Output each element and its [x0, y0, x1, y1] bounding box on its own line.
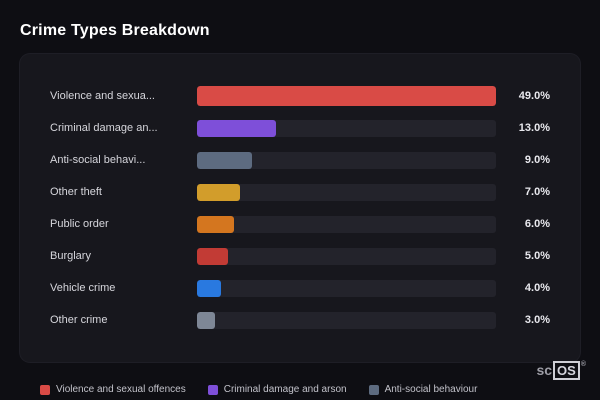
logo-text-suffix: OS: [553, 361, 580, 380]
bar-value: 6.0%: [524, 218, 550, 230]
bar-row: Violence and sexua... 49.0%: [50, 80, 550, 112]
bar-value: 7.0%: [524, 186, 550, 198]
bar-value: 5.0%: [524, 250, 550, 262]
bar-label: Other crime: [50, 314, 108, 326]
bar-label: Anti-social behavi...: [50, 154, 146, 166]
bar-fill[interactable]: [197, 279, 222, 297]
bar-track: [197, 183, 496, 201]
bar-track: [197, 119, 496, 137]
legend-label: Anti-social behaviour: [384, 384, 478, 395]
bar-row: Vehicle crime 4.0%: [50, 272, 550, 304]
bar-track: [197, 86, 496, 106]
bar-fill[interactable]: [197, 119, 277, 137]
bar-track: [197, 215, 496, 233]
bar-value: 4.0%: [524, 282, 550, 294]
bar-label: Vehicle crime: [50, 282, 116, 294]
bar-label: Other theft: [50, 186, 102, 198]
bar-label: Criminal damage an...: [50, 122, 158, 134]
bar-row: Anti-social behavi... 9.0%: [50, 144, 550, 176]
bar-label: Burglary: [50, 250, 91, 262]
chart-card: Violence and sexua... 49.0% Criminal dam…: [20, 54, 580, 362]
bar-fill[interactable]: [197, 215, 234, 233]
bar-value: 49.0%: [518, 90, 550, 102]
bar-label: Public order: [50, 218, 109, 230]
bar-row: Other theft 7.0%: [50, 176, 550, 208]
legend-label: Criminal damage and arson: [223, 384, 347, 395]
bar-track: [197, 151, 496, 169]
legend-swatch-icon: [368, 384, 379, 395]
bar-value: 13.0%: [518, 122, 550, 134]
bar-track: [197, 279, 496, 297]
page-title: Crime Types Breakdown: [20, 22, 210, 39]
bar-track: [197, 311, 496, 329]
legend-item[interactable]: Criminal damage and arson: [207, 384, 347, 395]
bar-fill[interactable]: [197, 151, 252, 169]
legend-item[interactable]: Violence and sexual offences: [40, 384, 186, 395]
logo-text-prefix: sc: [536, 362, 553, 378]
bar-fill[interactable]: [197, 311, 216, 329]
bar-track: [197, 247, 496, 265]
bar-row: Other crime 3.0%: [50, 304, 550, 336]
legend-swatch-icon: [40, 384, 50, 395]
bar-fill[interactable]: [197, 247, 228, 265]
legend-swatch-icon: [207, 384, 218, 395]
bar-value: 9.0%: [524, 154, 550, 166]
bar-fill[interactable]: [197, 86, 496, 106]
legend-item[interactable]: Anti-social behaviour: [368, 384, 478, 395]
chart-legend: Violence and sexual offences Criminal da…: [40, 384, 477, 395]
bar-label: Violence and sexua...: [50, 90, 155, 102]
bar-fill[interactable]: [197, 183, 240, 201]
scos-logo: sc OS ®: [536, 361, 586, 380]
bar-row: Public order 6.0%: [50, 208, 550, 240]
bar-row: Criminal damage an... 13.0%: [50, 112, 550, 144]
legend-label: Violence and sexual offences: [56, 384, 186, 395]
bar-row: Burglary 5.0%: [50, 240, 550, 272]
bar-value: 3.0%: [524, 314, 550, 326]
registered-mark: ®: [580, 361, 586, 368]
